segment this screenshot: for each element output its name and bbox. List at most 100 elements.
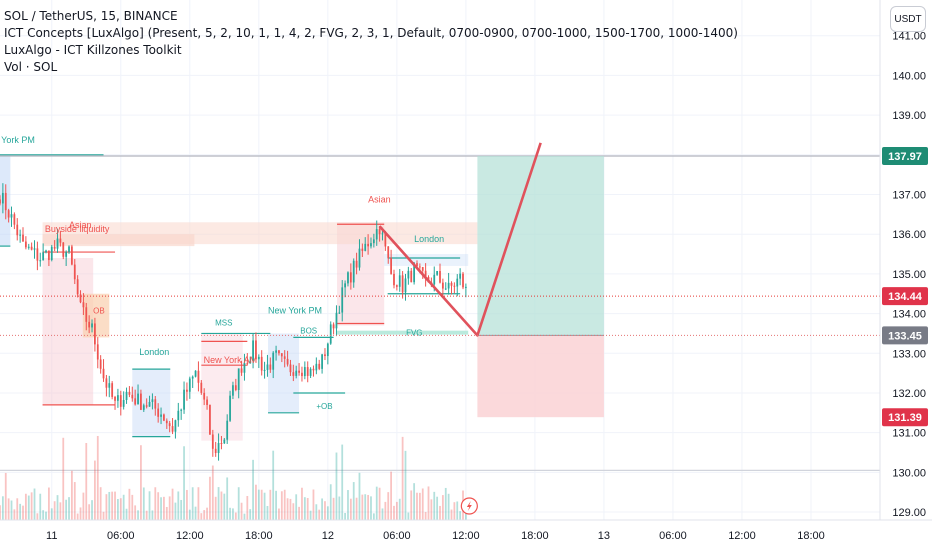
volume-bar [197, 487, 200, 520]
candle-body [332, 324, 335, 329]
time-axis[interactable]: 11 06:00 12:00 18:00 12 06:00 12:00 18:00 13 06:0… [0, 519, 932, 550]
price-axis[interactable]: 141.00140.00139.00138.00137.00136.00135.… [879, 0, 932, 550]
candle-body [128, 391, 131, 395]
candle-body [347, 272, 349, 284]
volume-bar [1, 496, 4, 520]
volume-bar [309, 510, 312, 520]
volume-bar [217, 487, 220, 520]
volume-bar [220, 491, 223, 520]
candle-body [171, 426, 174, 432]
candle-body [358, 248, 361, 268]
candle-body [286, 358, 289, 365]
candle-body [275, 350, 277, 353]
volume-bar [45, 511, 47, 520]
candle-body [217, 443, 220, 453]
annotation-label: MSS [215, 318, 232, 327]
volume-bar [68, 497, 70, 520]
volume-bar [88, 504, 91, 520]
chart-legend: SOL / TetherUS, 15, BINANCE ICT Concepts… [4, 8, 738, 76]
indicator-killzones[interactable]: LuxAlgo - ICT Killzones Toolkit [4, 43, 182, 57]
candle-body [421, 267, 424, 271]
volume-bar [349, 498, 352, 520]
indicator-volume[interactable]: Vol · SOL [4, 60, 58, 74]
candle-body [203, 392, 206, 400]
volume-bar [151, 510, 154, 520]
candle-body [269, 364, 272, 370]
volume-bar [361, 494, 364, 520]
volume-bar [47, 487, 50, 520]
volume-bar [424, 511, 427, 520]
candle-body [321, 354, 323, 369]
candle-body [436, 271, 439, 275]
volume-bar [73, 482, 76, 520]
volume-bar [375, 486, 378, 520]
trade-overlay [0, 142, 880, 515]
volume-bar [401, 436, 404, 520]
volume-bar [134, 505, 137, 520]
volume-bar [234, 512, 237, 520]
volume-bar [200, 513, 203, 520]
time-tick: 18:00 [245, 530, 273, 542]
candle-body [108, 383, 111, 388]
candle-body [214, 448, 217, 453]
symbol-title[interactable]: SOL / TetherUS, 15, BINANCE [4, 9, 178, 23]
candle-body [410, 270, 413, 283]
volume-bar [223, 493, 226, 520]
volume-bar [266, 506, 269, 520]
candle-body [226, 420, 229, 440]
price-axis-bg [880, 0, 932, 550]
time-tick: 12 [322, 530, 334, 542]
currency-button[interactable]: USDT [890, 6, 926, 32]
volume-bar [315, 504, 318, 520]
volume-bar [398, 498, 401, 520]
candle-body [418, 266, 421, 268]
candle-body [266, 364, 269, 370]
volume-bar [171, 488, 174, 520]
volume-bar [85, 442, 88, 520]
candle-body [134, 398, 137, 405]
candle-body [42, 252, 45, 261]
volume-bar [76, 513, 79, 520]
price-tick: 135.00 [892, 269, 926, 281]
volume-bar [364, 494, 367, 520]
volume-bar [358, 472, 361, 520]
price-label-entry [882, 326, 928, 345]
price-tick: 129.00 [892, 507, 926, 519]
candle-body [65, 251, 68, 257]
candle-body [456, 278, 459, 287]
candle-body [447, 282, 450, 289]
candle-body [407, 270, 410, 279]
candle-body [462, 273, 464, 288]
annotation-label: FVG [406, 328, 422, 337]
volume-bar [326, 506, 329, 520]
volume-bar [237, 487, 240, 520]
candle-body [263, 369, 266, 371]
candle-body [280, 353, 283, 357]
volume-bar [174, 502, 177, 520]
volume-bar [416, 492, 418, 520]
candle-body [390, 258, 393, 274]
candle-body [404, 278, 407, 293]
volume-bar [269, 489, 272, 520]
zone-ob [82, 293, 110, 338]
volume-bar [163, 496, 165, 520]
price-tick: 139.00 [892, 110, 926, 122]
time-tick: 18:00 [797, 530, 825, 542]
volume-bar [27, 495, 30, 520]
volume-bar [257, 489, 260, 520]
price-tick: 136.00 [892, 229, 926, 241]
candle-body [352, 260, 355, 283]
candle-body [163, 414, 165, 421]
price-tick: 133.00 [892, 348, 926, 360]
price-tick: 130.00 [892, 467, 926, 479]
candle-body [117, 395, 119, 401]
volume-bar [370, 496, 372, 520]
time-tick: 12:00 [176, 530, 204, 542]
volume-bar [384, 501, 387, 520]
volume-bar [418, 492, 421, 520]
indicator-ict-concepts[interactable]: ICT Concepts [LuxAlgo] (Present, 5, 2, 1… [4, 26, 738, 40]
volume-bar [145, 510, 148, 520]
candle-body [180, 409, 183, 411]
candle-body [79, 294, 82, 303]
